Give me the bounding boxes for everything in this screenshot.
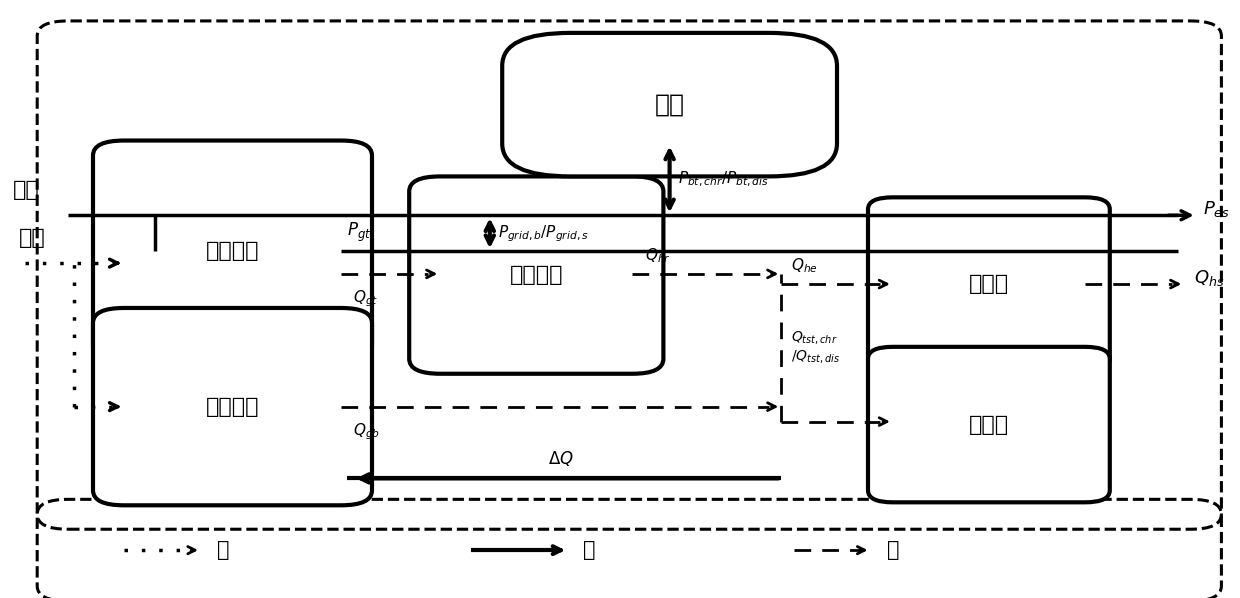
Text: $Q_{gt}$: $Q_{gt}$ [353,289,378,309]
Text: $\Delta Q$: $\Delta Q$ [548,448,574,468]
Text: 换热器: 换热器 [968,274,1009,294]
Text: 燃气轮机: 燃气轮机 [206,241,259,261]
Text: 电池: 电池 [655,93,684,117]
Text: $Q_{gb}$: $Q_{gb}$ [353,422,381,442]
Text: 电: 电 [583,540,595,560]
Text: $P_{es}$: $P_{es}$ [1203,199,1230,219]
FancyBboxPatch shape [409,176,663,374]
Text: $P_{gt}$: $P_{gt}$ [347,221,372,244]
FancyBboxPatch shape [502,33,837,176]
Text: $P_{grid,b}/P_{grid,s}$: $P_{grid,b}/P_{grid,s}$ [498,223,589,243]
Text: 气: 气 [217,540,229,560]
Text: 气网: 气网 [19,228,46,248]
Text: $Q_{he}$: $Q_{he}$ [791,257,818,275]
Text: 热: 热 [887,540,899,560]
Text: $Q_{tst,chr}$
$/Q_{tst,dis}$: $Q_{tst,chr}$ $/Q_{tst,dis}$ [791,329,841,365]
Text: 余热回收: 余热回收 [510,265,563,285]
Text: $Q_{hs}$: $Q_{hs}$ [1194,268,1225,288]
FancyBboxPatch shape [868,347,1110,502]
Text: $P_{bt,chr}/P_{bt,dis}$: $P_{bt,chr}/P_{bt,dis}$ [678,170,769,189]
FancyBboxPatch shape [93,308,372,505]
FancyBboxPatch shape [93,141,372,362]
Text: $Q_{hr}$: $Q_{hr}$ [645,246,671,265]
Text: 蓄热槽: 蓄热槽 [968,414,1009,435]
FancyBboxPatch shape [868,197,1110,371]
Text: 电网: 电网 [12,181,40,200]
Text: 燃气锅炉: 燃气锅炉 [206,396,259,417]
